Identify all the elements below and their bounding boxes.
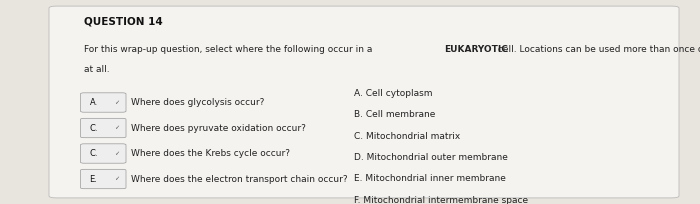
FancyBboxPatch shape bbox=[49, 6, 679, 198]
Text: C.: C. bbox=[90, 123, 98, 133]
Text: D. Mitochondrial outer membrane: D. Mitochondrial outer membrane bbox=[354, 153, 508, 162]
Text: A.: A. bbox=[90, 98, 98, 107]
FancyBboxPatch shape bbox=[80, 144, 126, 163]
Text: ✓: ✓ bbox=[114, 125, 119, 131]
Text: E. Mitochondrial inner membrane: E. Mitochondrial inner membrane bbox=[354, 174, 505, 183]
Text: ✓: ✓ bbox=[114, 176, 119, 182]
Text: A. Cell cytoplasm: A. Cell cytoplasm bbox=[354, 89, 432, 98]
Text: F. Mitochondrial intermembrane space: F. Mitochondrial intermembrane space bbox=[354, 196, 528, 204]
Text: C. Mitochondrial matrix: C. Mitochondrial matrix bbox=[354, 132, 460, 141]
Text: QUESTION 14: QUESTION 14 bbox=[84, 16, 162, 26]
Text: C.: C. bbox=[90, 149, 98, 158]
FancyBboxPatch shape bbox=[80, 118, 126, 138]
Text: For this wrap-up question, select where the following occur in a: For this wrap-up question, select where … bbox=[84, 45, 375, 54]
Text: Where does pyruvate oxidation occur?: Where does pyruvate oxidation occur? bbox=[131, 123, 306, 133]
FancyBboxPatch shape bbox=[80, 93, 126, 112]
Text: Where does the electron transport chain occur?: Where does the electron transport chain … bbox=[131, 174, 347, 184]
FancyBboxPatch shape bbox=[80, 169, 126, 189]
Text: E.: E. bbox=[90, 174, 97, 184]
Text: ✓: ✓ bbox=[114, 100, 119, 105]
Text: Where does glycolysis occur?: Where does glycolysis occur? bbox=[131, 98, 265, 107]
Text: at all.: at all. bbox=[84, 65, 110, 74]
Text: Where does the Krebs cycle occur?: Where does the Krebs cycle occur? bbox=[131, 149, 290, 158]
Text: cell. Locations can be used more than once or not used: cell. Locations can be used more than on… bbox=[496, 45, 700, 54]
Text: ✓: ✓ bbox=[114, 151, 119, 156]
Text: B. Cell membrane: B. Cell membrane bbox=[354, 110, 435, 119]
Text: EUKARYOTIC: EUKARYOTIC bbox=[444, 45, 508, 54]
